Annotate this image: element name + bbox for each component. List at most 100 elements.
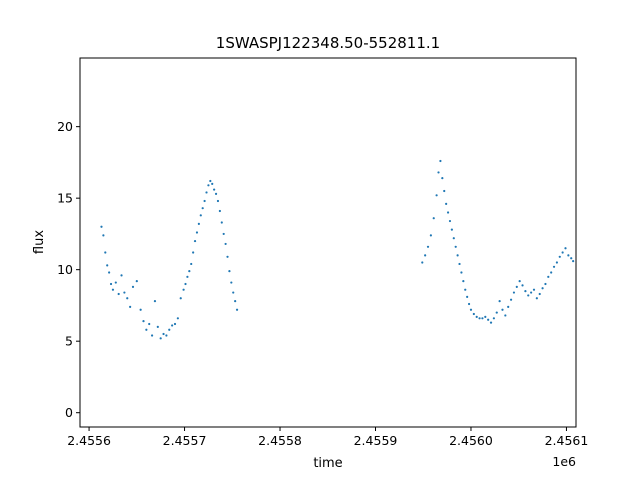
- data-point: [120, 274, 123, 277]
- data-point: [555, 261, 559, 264]
- data-point: [102, 234, 105, 237]
- y-tick-label: 5: [65, 334, 73, 349]
- data-point: [123, 291, 126, 294]
- data-point: [532, 288, 536, 291]
- data-points: [100, 159, 575, 340]
- data-point: [512, 291, 516, 294]
- data-point: [558, 255, 561, 258]
- data-point: [439, 159, 442, 163]
- data-point: [424, 254, 427, 257]
- data-point: [176, 317, 179, 320]
- data-point: [129, 305, 132, 308]
- data-point: [213, 188, 216, 191]
- data-point: [524, 290, 527, 293]
- x-tick-label: 2.4559: [354, 433, 398, 448]
- data-point: [205, 191, 208, 194]
- data-point: [109, 282, 113, 286]
- data-point: [193, 239, 197, 243]
- data-point: [214, 192, 218, 195]
- data-point: [222, 232, 225, 236]
- y-tick-label: 20: [57, 119, 73, 134]
- y-tick-label: 0: [65, 405, 73, 420]
- data-point: [203, 199, 206, 203]
- y-tick-label: 10: [57, 262, 73, 277]
- data-point: [564, 247, 567, 250]
- data-point: [432, 217, 435, 220]
- x-tick-label: 2.4560: [449, 433, 493, 448]
- data-point: [199, 214, 202, 217]
- data-point: [521, 284, 524, 287]
- data-point: [484, 315, 487, 318]
- data-point: [201, 207, 204, 210]
- data-point: [111, 288, 115, 291]
- data-point: [114, 281, 117, 284]
- data-point: [165, 334, 168, 337]
- data-point: [162, 332, 165, 336]
- chart-title: 1SWASPJ122348.50-552811.1: [216, 34, 440, 52]
- data-point: [550, 271, 553, 274]
- x-tick-label: 2.4561: [545, 433, 589, 448]
- data-point: [507, 305, 510, 308]
- data-point: [541, 287, 544, 290]
- data-point: [552, 265, 556, 268]
- data-point: [567, 254, 570, 257]
- data-point: [535, 297, 538, 300]
- data-point: [131, 285, 135, 288]
- data-point: [211, 182, 214, 185]
- data-point: [156, 325, 159, 328]
- data-point: [135, 280, 138, 283]
- data-point: [452, 237, 455, 240]
- data-point: [429, 234, 432, 237]
- x-axis: 2.4556 2.4557 2.4558 2.4559 2.4560 2.4561: [67, 427, 588, 448]
- data-point: [544, 282, 547, 286]
- data-point: [570, 257, 573, 260]
- data-point: [435, 194, 438, 197]
- data-point: [235, 308, 239, 311]
- data-point: [218, 209, 221, 213]
- data-point: [106, 264, 109, 267]
- data-point: [197, 222, 200, 226]
- data-point: [572, 259, 575, 263]
- data-point: [126, 297, 129, 300]
- data-point: [195, 231, 199, 234]
- data-point: [475, 315, 478, 318]
- data-point: [498, 300, 501, 303]
- data-point: [547, 275, 550, 278]
- x-tick-label: 2.4558: [258, 433, 302, 448]
- x-axis-offset-label: 1e6: [552, 454, 576, 469]
- data-point: [216, 199, 220, 203]
- data-point: [466, 295, 469, 298]
- data-point: [538, 292, 541, 296]
- data-point: [478, 317, 481, 320]
- data-point: [426, 245, 430, 248]
- data-point: [145, 328, 148, 331]
- data-point: [100, 225, 103, 228]
- data-point: [437, 171, 440, 174]
- data-point: [467, 302, 471, 306]
- x-axis-label: time: [313, 456, 342, 471]
- x-tick-label: 2.4557: [163, 433, 207, 448]
- data-point: [504, 314, 507, 317]
- data-point: [472, 312, 475, 316]
- data-point: [454, 245, 457, 248]
- data-point: [142, 320, 145, 323]
- data-point: [492, 317, 495, 320]
- data-point: [458, 262, 461, 266]
- data-point: [443, 189, 446, 193]
- data-point: [228, 270, 231, 273]
- data-point: [186, 275, 189, 278]
- data-point: [104, 251, 107, 254]
- data-point: [173, 322, 177, 326]
- data-point: [518, 280, 521, 283]
- data-point: [150, 334, 154, 337]
- data-point: [448, 219, 452, 223]
- data-point: [464, 288, 467, 291]
- data-point: [530, 291, 533, 294]
- data-point: [441, 177, 444, 180]
- data-point: [460, 271, 463, 274]
- data-point: [117, 292, 120, 296]
- data-point: [561, 251, 564, 254]
- data-point: [527, 294, 530, 297]
- data-point: [188, 270, 191, 273]
- data-point: [421, 261, 424, 264]
